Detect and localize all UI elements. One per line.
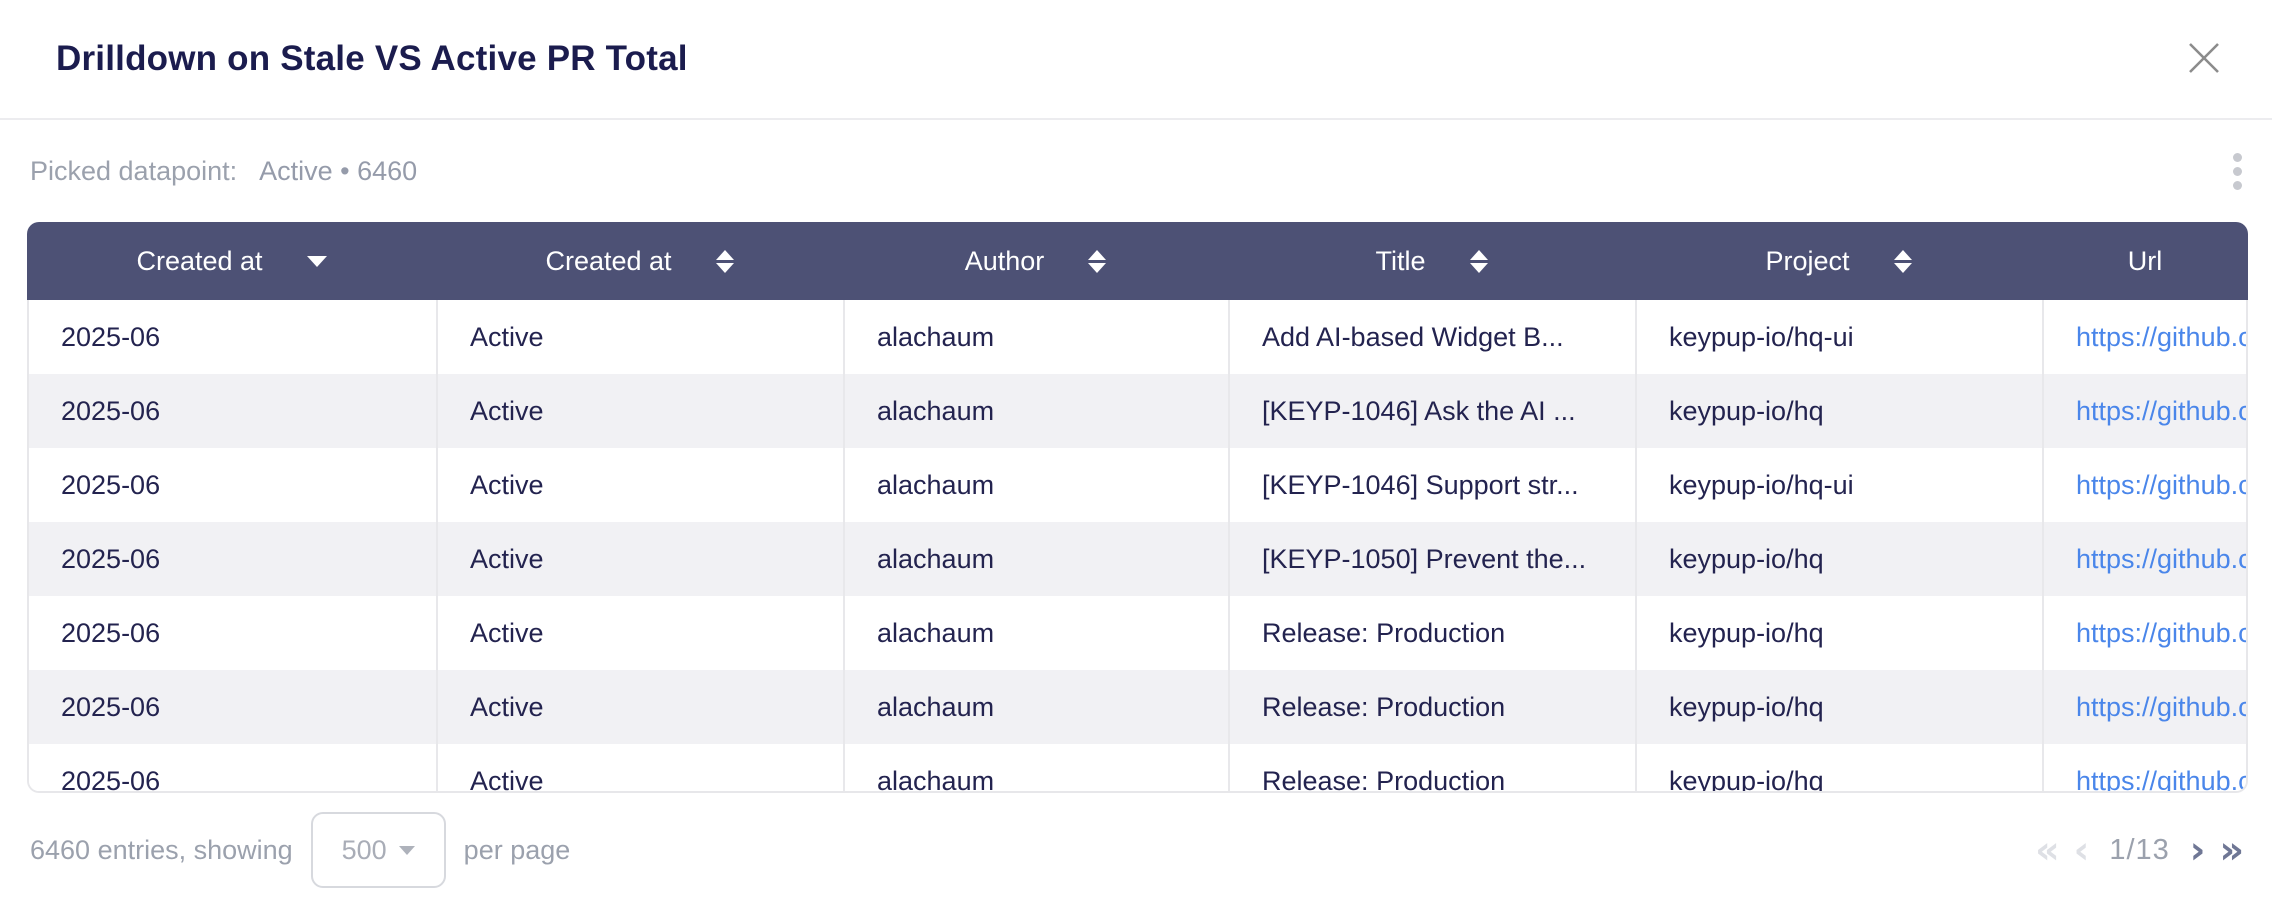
page-indicator: 1/13 [2109, 833, 2170, 866]
cell-project: keypup-io/hq [1637, 670, 2044, 744]
pr-url-link[interactable]: https://github.c [2076, 617, 2246, 648]
drilldown-modal: Drilldown on Stale VS Active PR Total Pi… [0, 0, 2272, 888]
table-row: 2025-06 Active alachaum Release: Production… [29, 596, 2246, 670]
column-header-title[interactable]: Title [1228, 222, 1635, 300]
table-header-row: Created at Created at Author Title Proje… [27, 222, 2248, 300]
chevron-down-icon [398, 845, 415, 855]
cell-created-at-status: Active [438, 670, 845, 744]
cell-author: alachaum [845, 448, 1230, 522]
cell-created-at-status: Active [438, 522, 845, 596]
table-row: 2025-06 Active alachaum [KEYP-1050] Prevent… [29, 522, 2246, 596]
cell-author: alachaum [845, 300, 1230, 374]
cell-created-at-month: 2025-06 [29, 300, 438, 374]
cell-created-at-month: 2025-06 [29, 448, 438, 522]
cell-created-at-month: 2025-06 [29, 522, 438, 596]
pr-url-link[interactable]: https://github.c [2076, 765, 2246, 793]
cell-title: [KEYP-1050] Prevent the... [1230, 522, 1637, 596]
cell-created-at-status: Active [438, 448, 845, 522]
sort-both-icon [715, 249, 734, 273]
cell-created-at-month: 2025-06 [29, 374, 438, 448]
modal-header: Drilldown on Stale VS Active PR Total [0, 0, 2272, 120]
cell-created-at-status: Active [438, 596, 845, 670]
cell-project: keypup-io/hq-ui [1637, 300, 2044, 374]
cell-title: Release: Production [1230, 744, 1637, 791]
column-header-project[interactable]: Project [1635, 222, 2042, 300]
first-page-button[interactable]: « [2035, 828, 2060, 872]
cell-title: Release: Production [1230, 670, 1637, 744]
table-row: 2025-06 Active alachaum [KEYP-1046] Support… [29, 448, 2246, 522]
drilldown-table: Created at Created at Author Title Proje… [27, 222, 2248, 793]
table-body: 2025-06 Active alachaum Add AI-based Widget… [27, 300, 2248, 793]
cell-project: keypup-io/hq [1637, 522, 2044, 596]
close-icon [2187, 41, 2221, 78]
cell-title: Release: Production [1230, 596, 1637, 670]
kebab-menu-icon[interactable] [2223, 145, 2252, 198]
cell-created-at-status: Active [438, 744, 845, 791]
pr-url-link[interactable]: https://github.c [2076, 395, 2246, 426]
last-page-button[interactable]: » [2219, 828, 2244, 872]
cell-created-at-month: 2025-06 [29, 670, 438, 744]
cell-author: alachaum [845, 374, 1230, 448]
column-header-author[interactable]: Author [843, 222, 1228, 300]
page-title: Drilldown on Stale VS Active PR Total [56, 39, 688, 78]
sort-both-icon [1088, 249, 1107, 273]
cell-created-at-month: 2025-06 [29, 596, 438, 670]
pr-url-link[interactable]: https://github.c [2076, 543, 2246, 574]
pr-url-link[interactable]: https://github.c [2076, 691, 2246, 722]
table-row: 2025-06 Active alachaum Release: Production… [29, 744, 2246, 793]
table-row: 2025-06 Active alachaum Release: Production… [29, 670, 2246, 744]
cell-created-at-status: Active [438, 300, 845, 374]
table-row: 2025-06 Active alachaum Add AI-based Widget… [29, 300, 2246, 374]
cell-title: [KEYP-1046] Support str... [1230, 448, 1637, 522]
cell-author: alachaum [845, 670, 1230, 744]
table-row: 2025-06 Active alachaum [KEYP-1046] Ask the… [29, 374, 2246, 448]
column-header-url[interactable]: Url [2127, 245, 2163, 276]
sort-both-icon [1893, 249, 1912, 273]
cell-created-at-month: 2025-06 [29, 744, 438, 791]
cell-title: Add AI-based Widget B... [1230, 300, 1637, 374]
pr-url-link[interactable]: https://github.c [2076, 321, 2246, 352]
cell-title: [KEYP-1046] Ask the AI ... [1230, 374, 1637, 448]
next-page-button[interactable]: › [2189, 828, 2206, 872]
pr-url-link[interactable]: https://github.c [2076, 469, 2246, 500]
entries-count-text: 6460 entries, showing [30, 834, 293, 865]
cell-url: https://github.c [2044, 448, 2246, 522]
cell-project: keypup-io/hq-ui [1637, 448, 2044, 522]
table-footer: 6460 entries, showing 500 per page « ‹ 1… [30, 812, 2244, 888]
column-header-created-at-status[interactable]: Created at [436, 222, 843, 300]
cell-url: https://github.c [2044, 300, 2246, 374]
cell-url: https://github.c [2044, 522, 2246, 596]
cell-author: alachaum [845, 596, 1230, 670]
cell-author: alachaum [845, 522, 1230, 596]
cell-project: keypup-io/hq [1637, 596, 2044, 670]
cell-url: https://github.c [2044, 596, 2246, 670]
cell-project: keypup-io/hq [1637, 374, 2044, 448]
sort-desc-icon [306, 255, 327, 267]
picked-datapoint-value: Active • 6460 [259, 155, 418, 186]
sort-both-icon [1469, 249, 1488, 273]
cell-url: https://github.c [2044, 374, 2246, 448]
cell-author: alachaum [845, 744, 1230, 791]
cell-created-at-status: Active [438, 374, 845, 448]
cell-url: https://github.c [2044, 670, 2246, 744]
per-page-text: per page [463, 834, 571, 865]
close-button[interactable] [2180, 35, 2228, 83]
page-size-select[interactable]: 500 [310, 812, 446, 888]
cell-url: https://github.c [2044, 744, 2246, 793]
pagination: « ‹ 1/13 › » [2035, 831, 2244, 869]
picked-datapoint-label: Picked datapoint: [30, 155, 238, 186]
prev-page-button[interactable]: ‹ [2073, 828, 2090, 872]
picked-datapoint-row: Picked datapoint: Active • 6460 [0, 120, 2272, 222]
column-header-created-at-month[interactable]: Created at [27, 222, 436, 300]
cell-project: keypup-io/hq [1637, 744, 2044, 791]
